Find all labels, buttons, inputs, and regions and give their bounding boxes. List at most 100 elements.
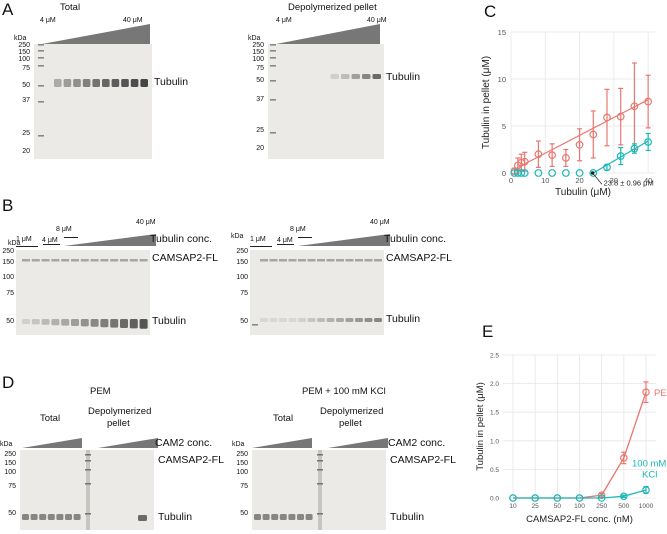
gel-band xyxy=(307,318,316,322)
panel-b-right-kda: kDa xyxy=(231,233,244,240)
ladder-band xyxy=(317,454,323,456)
mw-marker-label: 150 xyxy=(236,460,248,467)
ladder-band xyxy=(38,50,44,52)
fit-line xyxy=(514,99,649,170)
gel-band xyxy=(326,259,335,262)
panel-b-left-step-wedge xyxy=(16,234,156,247)
x-tick-label: 1000 xyxy=(639,503,654,510)
gel-band xyxy=(54,79,62,87)
panel-b-left-lower-label: Tubulin xyxy=(152,315,187,327)
gel-band xyxy=(260,318,268,322)
x-tick-label: 50 xyxy=(554,503,562,510)
ladder-band xyxy=(85,513,91,515)
gel-band xyxy=(110,259,119,262)
x-tick-label: 40 xyxy=(644,176,652,185)
panel-a-left-bands xyxy=(38,44,148,137)
panel-d-left-bands xyxy=(22,450,147,530)
gel-band xyxy=(120,259,128,262)
panel-a-left-band-label: Tubulin xyxy=(154,76,189,88)
ladder-band xyxy=(85,454,91,456)
legend-kcl-2: KCl xyxy=(642,470,657,481)
gel-band xyxy=(100,319,109,328)
mw-marker-label: 150 xyxy=(2,259,14,266)
panel-a-left-low: 4 μM xyxy=(40,17,56,24)
annotation-text: 23.8 ± 0.96 μM xyxy=(604,178,654,187)
gel-band xyxy=(298,318,306,322)
gel-band xyxy=(336,259,344,262)
ladder-band xyxy=(38,65,44,67)
mw-marker-label: 50 xyxy=(8,510,16,517)
mw-marker-label: 100 xyxy=(18,56,30,63)
panel-b-right-bands xyxy=(252,259,382,326)
gel-band xyxy=(330,74,339,79)
ladder-band xyxy=(270,80,276,82)
panel-a-right-bands xyxy=(270,44,381,134)
gel-band xyxy=(372,74,381,79)
gel-band xyxy=(326,318,335,322)
gel-band xyxy=(254,514,261,520)
panel-b-letter: B xyxy=(2,196,14,215)
gel-band xyxy=(61,259,70,262)
panel-a-right-low: 4 μM xyxy=(276,17,292,24)
gel-band xyxy=(130,79,139,87)
gel-band xyxy=(336,318,344,322)
gel-band xyxy=(90,259,99,262)
mw-marker-label: 50 xyxy=(6,318,14,325)
ladder-lane xyxy=(86,450,90,530)
ladder-band xyxy=(317,483,323,485)
gel-band xyxy=(317,259,325,262)
data-point xyxy=(620,454,628,462)
mw-marker-label: 100 xyxy=(2,274,14,281)
data-point xyxy=(520,157,529,166)
panel-d-left-kda: kDa xyxy=(0,441,13,448)
mw-marker-label: 75 xyxy=(256,65,264,72)
mw-marker-label: 37 xyxy=(256,96,264,103)
y-axis-title: Tubulin in pellet (μM) xyxy=(475,382,486,471)
mw-marker-label: 75 xyxy=(240,290,248,297)
mw-marker-label: 75 xyxy=(8,483,16,490)
gel-band xyxy=(362,74,371,79)
data-point xyxy=(548,169,557,177)
mw-marker-label: 150 xyxy=(18,49,30,56)
gel-band xyxy=(51,319,60,326)
panel-a-left-title: Total xyxy=(60,2,81,13)
x-tick-label: 10 xyxy=(509,503,517,510)
panel-b-right-upper-label: CAMSAP2-FL xyxy=(386,252,452,264)
mw-marker-label: 250 xyxy=(252,42,264,49)
panel-b-left-4um: 4 μM xyxy=(42,237,58,244)
panel-b-right-step-wedge xyxy=(250,234,390,247)
gel-band xyxy=(73,514,81,520)
gel-band xyxy=(288,318,297,322)
gel-band xyxy=(120,319,128,328)
ladder-band xyxy=(317,513,323,515)
gel-band xyxy=(71,259,79,262)
panel-a-right-wedge xyxy=(276,24,380,44)
mw-marker-label: 250 xyxy=(4,451,16,458)
gel-band xyxy=(355,318,363,322)
gel-band xyxy=(102,79,110,87)
x-axis-title: CAMSAP2-FL conc. (nM) xyxy=(526,514,633,525)
ladder-band xyxy=(38,85,44,87)
data-point xyxy=(553,494,562,502)
legend-kcl-1: 100 mM xyxy=(632,459,666,470)
ladder-band xyxy=(270,44,276,46)
gel-band xyxy=(288,259,297,262)
gel-band xyxy=(269,259,278,262)
gel-band xyxy=(139,259,148,262)
x-tick-label: 30 xyxy=(610,176,618,185)
x-tick-label: 250 xyxy=(596,503,607,510)
panel-a-right-title: Depolymerized pellet xyxy=(288,2,377,13)
panel-d-right-title: PEM + 100 mM KCl xyxy=(302,386,386,397)
gel-band xyxy=(374,318,382,322)
gel-band xyxy=(51,259,60,262)
data-point xyxy=(644,97,653,106)
gel-band xyxy=(298,259,306,262)
data-point xyxy=(644,138,653,146)
data-point xyxy=(575,169,584,177)
gel-band xyxy=(22,514,29,520)
gel-band xyxy=(279,259,287,262)
x-tick-label: 10 xyxy=(541,176,549,185)
gel-band xyxy=(39,514,47,520)
panel-b-left-40um: 40 μM xyxy=(136,219,156,226)
gel-band xyxy=(22,319,30,324)
